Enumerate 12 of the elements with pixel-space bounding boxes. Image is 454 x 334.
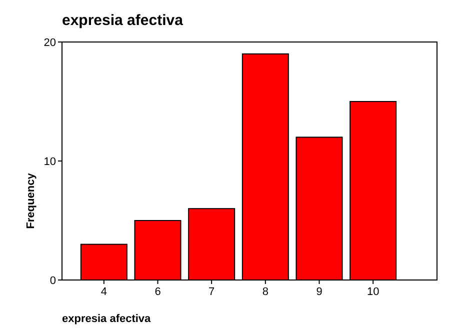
y-tick-label: 0	[50, 274, 56, 287]
x-tick-label: 7	[208, 286, 215, 298]
x-tick-label: 10	[366, 286, 380, 298]
y-tick-label: 10	[44, 156, 56, 168]
chart-title: expresia afectiva	[62, 12, 184, 29]
x-tick-label: 4	[100, 286, 107, 298]
x-tick-label: 6	[154, 286, 161, 298]
x-tick-label: 9	[316, 286, 322, 298]
x-tick-label: 8	[262, 286, 268, 298]
x-axis-title: expresia afectiva	[62, 313, 152, 325]
y-axis-title: Frequency	[25, 172, 37, 229]
y-tick-label: 20	[44, 36, 56, 49]
